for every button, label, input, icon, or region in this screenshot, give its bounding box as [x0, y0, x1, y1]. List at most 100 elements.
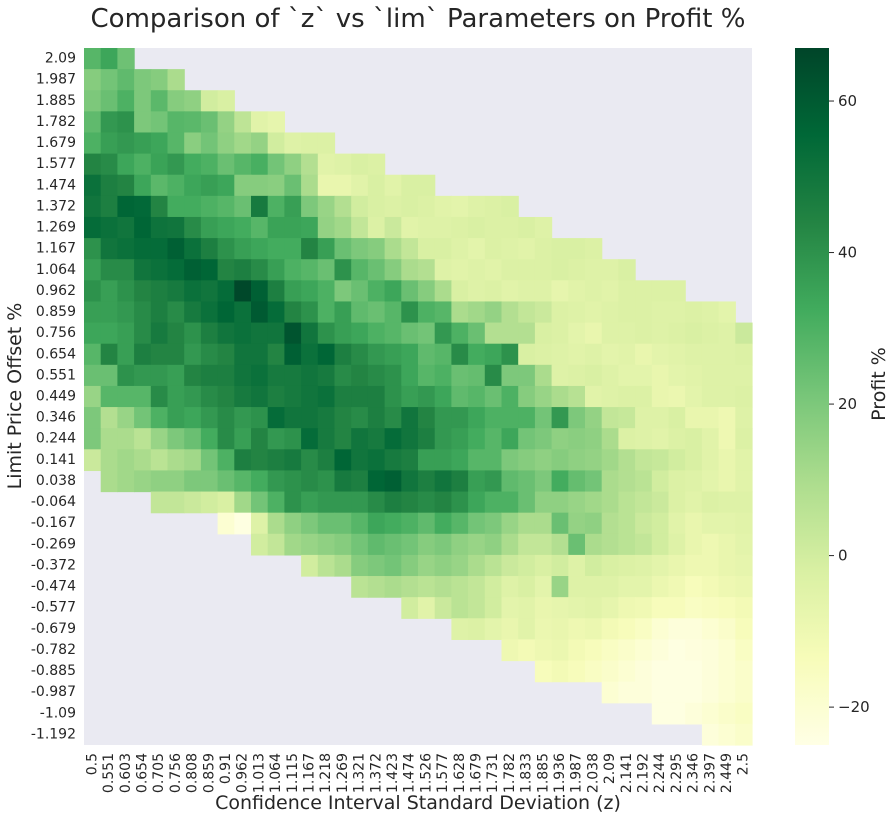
- x-tick-label: 1.526: [418, 753, 434, 793]
- x-tick-label: 2.244: [652, 753, 668, 793]
- y-tick-label: 2.09: [45, 51, 76, 67]
- heatmap-cell: [134, 470, 152, 493]
- heatmap-cell: [685, 576, 703, 598]
- heatmap-cell: [534, 343, 553, 366]
- heatmap-cell: [200, 259, 219, 281]
- heatmap-cell: [651, 512, 670, 535]
- heatmap-cell: [701, 597, 720, 619]
- heatmap-cell: [167, 343, 185, 366]
- heatmap-cell: [384, 322, 402, 345]
- heatmap-cell: [518, 576, 536, 598]
- heatmap-cell: [718, 385, 736, 408]
- heatmap-cell: [150, 90, 169, 112]
- heatmap-cell: [134, 280, 152, 303]
- heatmap-cell: [451, 618, 469, 640]
- heatmap-cell: [685, 428, 703, 450]
- heatmap-cell: [451, 512, 469, 535]
- heatmap-cell: [267, 216, 285, 239]
- heatmap-cell: [451, 385, 469, 408]
- heatmap-cell: [718, 470, 736, 493]
- heatmap-cell: [451, 238, 469, 260]
- y-tick-label: -0.885: [31, 663, 76, 679]
- heatmap-cell: [518, 216, 536, 239]
- heatmap-cell: [484, 322, 503, 345]
- heatmap-cell: [685, 512, 703, 535]
- heatmap-cell: [534, 259, 553, 281]
- heatmap-cell: [518, 512, 536, 535]
- heatmap-cell: [284, 216, 302, 239]
- heatmap-cell: [200, 238, 219, 260]
- x-tick-label: 1.372: [368, 753, 384, 793]
- heatmap-cell: [568, 512, 586, 535]
- heatmap-cell: [551, 660, 569, 683]
- heatmap-cell: [601, 576, 619, 598]
- heatmap-cell: [668, 449, 686, 472]
- colorbar-tick-label: 40: [838, 244, 857, 262]
- heatmap-cell: [84, 69, 102, 91]
- heatmap-cell: [585, 618, 603, 640]
- heatmap-cell: [317, 216, 336, 239]
- heatmap-cell: [585, 364, 603, 387]
- heatmap-cell: [501, 259, 519, 281]
- heatmap-cell: [284, 195, 302, 218]
- heatmap-cell: [685, 343, 703, 366]
- heatmap-cell: [651, 681, 670, 704]
- heatmap-cell: [217, 449, 235, 472]
- heatmap-cell: [267, 364, 285, 387]
- x-tick-label: 1.321: [352, 753, 368, 793]
- heatmap-cell: [284, 280, 302, 303]
- heatmap-cell: [317, 301, 336, 324]
- heatmap-cell: [668, 385, 686, 408]
- heatmap-cell: [651, 364, 670, 387]
- heatmap-cell: [568, 407, 586, 429]
- y-tick-label: 0.859: [36, 304, 76, 320]
- heatmap-cell: [618, 639, 636, 662]
- y-tick-label: 1.679: [36, 135, 76, 151]
- heatmap-cell: [685, 491, 703, 514]
- heatmap-cell: [518, 618, 536, 640]
- heatmap-cell: [534, 660, 553, 683]
- heatmap-cell: [601, 512, 619, 535]
- heatmap-cell: [551, 428, 569, 450]
- heatmap-cell: [117, 301, 135, 324]
- heatmap-cell: [267, 259, 285, 281]
- y-tick-label: 0.346: [36, 410, 76, 426]
- heatmap-cell: [267, 132, 285, 155]
- heatmap-cell: [134, 385, 152, 408]
- heatmap-cell: [351, 280, 369, 303]
- x-axis-label: Confidence Interval Standard Deviation (…: [215, 792, 621, 814]
- heatmap-cell: [317, 174, 336, 197]
- heatmap-cell: [701, 343, 720, 366]
- heatmap-cell: [651, 576, 670, 598]
- heatmap-cell: [351, 428, 369, 450]
- heatmap-cell: [451, 343, 469, 366]
- heatmap-cell: [501, 385, 519, 408]
- heatmap-cell: [117, 407, 135, 429]
- x-tick-label: 2.192: [635, 753, 651, 793]
- heatmap-cell: [434, 597, 452, 619]
- heatmap-cell: [484, 512, 503, 535]
- heatmap-cell: [401, 280, 419, 303]
- heatmap-cell: [601, 364, 619, 387]
- heatmap-cell: [601, 385, 619, 408]
- heatmap-cell: [200, 153, 219, 176]
- heatmap-cell: [234, 491, 252, 514]
- heatmap-cell: [418, 238, 436, 260]
- heatmap-cell: [518, 364, 536, 387]
- heatmap-cell: [167, 259, 185, 281]
- heatmap-cell: [367, 301, 386, 324]
- heatmap-cell: [468, 554, 486, 577]
- heatmap-cell: [735, 533, 753, 556]
- heatmap-cell: [484, 407, 503, 429]
- heatmap-cell: [568, 259, 586, 281]
- y-tick-label: 1.782: [36, 114, 76, 130]
- heatmap-cell: [251, 512, 269, 535]
- heatmap-cell: [618, 660, 636, 683]
- heatmap-cell: [84, 385, 102, 408]
- heatmap-cell: [117, 322, 135, 345]
- heatmap-cell: [735, 639, 753, 662]
- heatmap-cell: [384, 533, 402, 556]
- heatmap-cell: [150, 153, 169, 176]
- heatmap-cell: [635, 681, 653, 704]
- heatmap-cell: [217, 301, 235, 324]
